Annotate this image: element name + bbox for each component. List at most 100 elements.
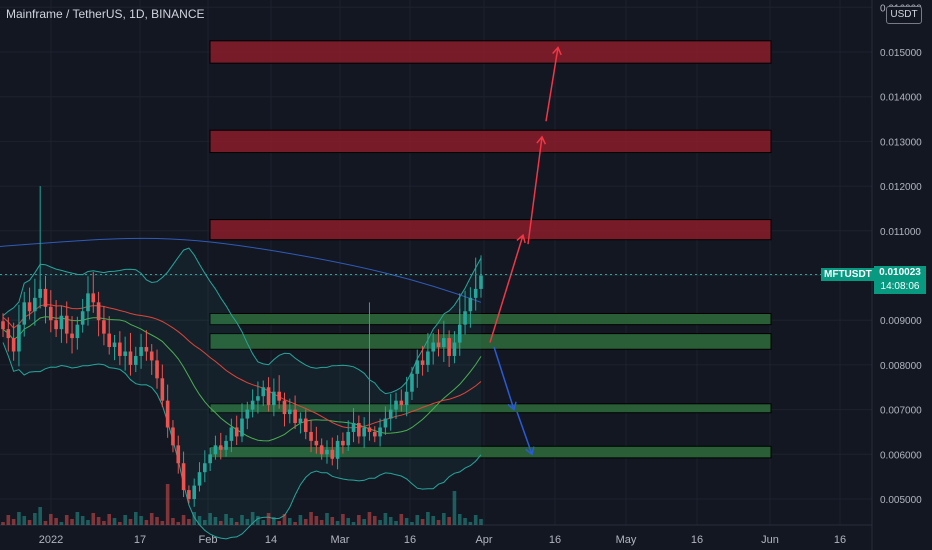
- y-tick-label: 0.013000: [880, 137, 922, 148]
- candle: [224, 440, 228, 450]
- volume-bar: [357, 515, 361, 525]
- candle: [208, 454, 212, 464]
- candle: [298, 418, 303, 424]
- candle: [187, 490, 191, 499]
- candle: [256, 396, 260, 401]
- volume-bar: [325, 513, 329, 525]
- volume-bar: [415, 515, 420, 525]
- candles: [1, 186, 483, 507]
- candle: [410, 373, 414, 392]
- x-tick-label: 16: [834, 534, 846, 546]
- volume-bar: [463, 518, 467, 525]
- band-fill: [3, 248, 481, 539]
- volume-bar: [181, 515, 186, 525]
- volume-bar: [367, 512, 372, 525]
- volume-bar: [288, 518, 292, 525]
- volume-bar: [240, 515, 244, 525]
- y-tick-label: 0.015000: [880, 48, 922, 59]
- candle: [181, 463, 186, 491]
- candle: [288, 409, 292, 415]
- bar-countdown: 14:08:06: [880, 281, 920, 292]
- candle: [245, 409, 250, 419]
- volume-bar: [229, 518, 234, 525]
- volume-bar: [128, 519, 133, 525]
- volume-bar: [256, 516, 260, 525]
- volume-bar: [426, 512, 430, 525]
- arrow-head: [525, 446, 535, 456]
- volume-bar: [298, 515, 303, 525]
- volume-bar: [192, 512, 196, 525]
- candle: [372, 431, 377, 437]
- volume-bar: [404, 518, 409, 525]
- volume-bar: [160, 521, 165, 525]
- candle: [463, 311, 467, 325]
- currency-selector[interactable]: USDT: [886, 6, 922, 24]
- arrow-head: [516, 233, 526, 244]
- candle: [171, 427, 175, 446]
- volume-bar: [107, 514, 112, 525]
- volume-bar: [197, 516, 202, 525]
- candle: [314, 440, 319, 446]
- candle: [22, 302, 27, 325]
- candle: [75, 324, 80, 339]
- x-tick-label: Feb: [199, 534, 218, 546]
- volume-bar: [346, 518, 351, 525]
- candle: [309, 431, 313, 441]
- y-tick-label: 0.014000: [880, 93, 922, 104]
- candle: [118, 342, 122, 356]
- volume-bar: [442, 513, 446, 525]
- projection-arrows: [489, 46, 562, 456]
- y-tick-label: 0.009000: [880, 316, 922, 327]
- volume-bar: [123, 515, 127, 525]
- volume-bar: [75, 512, 80, 525]
- volume-bar: [208, 513, 212, 525]
- arrow-line: [545, 47, 559, 122]
- candle: [319, 445, 324, 455]
- symbol-label: MFTUSDT: [821, 268, 875, 281]
- volume-bar: [80, 516, 85, 525]
- volume-bar: [351, 522, 356, 525]
- x-tick-label: 16: [404, 534, 416, 546]
- candle: [165, 400, 170, 428]
- candle: [447, 338, 451, 356]
- volume-bar: [394, 521, 398, 525]
- candle: [123, 351, 127, 356]
- candle: [404, 391, 409, 406]
- volume-bar: [96, 517, 101, 525]
- candle: [293, 409, 297, 424]
- candle: [346, 431, 351, 446]
- volume-bar: [17, 512, 21, 525]
- candle: [203, 463, 207, 473]
- volume-bar: [64, 515, 69, 525]
- volume-bar: [383, 513, 388, 525]
- candle: [330, 449, 335, 459]
- x-tick-label: May: [616, 534, 637, 546]
- candle: [250, 400, 255, 410]
- arrow-line: [527, 136, 543, 245]
- candle: [149, 351, 154, 361]
- candle: [59, 315, 64, 330]
- price-axis: 0.005000 0.006000 0.007000 0.008000 0.009000…: [871, 0, 922, 550]
- volume-bar: [457, 514, 462, 525]
- candle: [394, 400, 398, 410]
- candle: [70, 333, 74, 339]
- candle: [96, 302, 101, 321]
- volume-bar: [303, 519, 308, 525]
- volume-bar: [33, 513, 37, 525]
- candle: [468, 297, 473, 312]
- candle: [420, 360, 425, 365]
- arrow-line: [493, 346, 515, 410]
- candle: [341, 440, 345, 446]
- volume-bar: [43, 521, 48, 525]
- support-zone: [209, 312, 772, 326]
- candle: [303, 418, 308, 432]
- volume-bar: [112, 518, 117, 525]
- volume-bar: [133, 512, 138, 525]
- candle: [383, 418, 388, 428]
- volume-bar: [11, 519, 16, 525]
- x-tick-label: 2022: [39, 534, 63, 546]
- zones: [209, 40, 772, 459]
- volume-bar: [362, 519, 366, 525]
- candle: [33, 297, 37, 312]
